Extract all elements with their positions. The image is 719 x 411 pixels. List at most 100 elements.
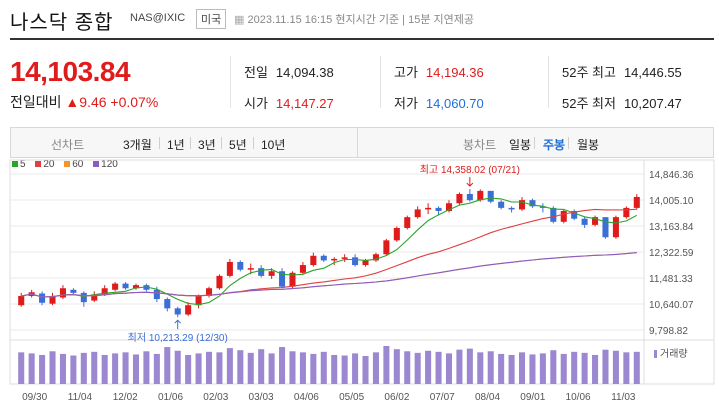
legend-ma60: 60 (64, 159, 83, 170)
calendar-icon: ▦ (234, 14, 245, 26)
candle-body (508, 207, 515, 210)
tab-separator (221, 137, 222, 149)
chart-toolbar: 선차트 3개월 1년 3년 5년 10년 봉차트 일봉 주봉 월봉 (10, 127, 714, 158)
volume-bar (498, 353, 505, 384)
candle-body (445, 203, 453, 211)
candle-body (279, 271, 286, 287)
tab-monthly[interactable]: 월봉 (577, 138, 600, 152)
candle-body (320, 255, 327, 261)
volume-bar (258, 349, 265, 384)
volume-bar (393, 349, 400, 384)
candle-body (592, 217, 599, 225)
toolbar-divider (357, 128, 358, 157)
tab-weekly[interactable]: 주봉 (543, 138, 566, 152)
low-value: 14,060.70 (425, 96, 484, 111)
volume-bar (101, 354, 108, 384)
open-value: 14,147.27 (275, 96, 334, 111)
change-value: ▲9.46 (65, 94, 107, 110)
header-divider (10, 38, 714, 40)
candle-body (560, 210, 567, 222)
prev-close-value: 14,094.38 (275, 65, 334, 80)
tab-separator (568, 137, 569, 149)
volume-bar (226, 348, 233, 384)
x-tick-label: 05/05 (339, 392, 364, 403)
volume-bar (414, 352, 421, 384)
volume-bar (362, 356, 369, 384)
legend-ma5: 5 (12, 159, 26, 170)
candle-body (435, 207, 442, 211)
volume-bar (466, 348, 473, 384)
volume-bar (425, 350, 432, 384)
candle-body (602, 217, 609, 238)
tab-separator (534, 137, 535, 149)
candle-body (185, 305, 192, 315)
candle-body (195, 295, 202, 306)
candle-body (101, 288, 108, 295)
x-tick-label: 07/07 (430, 392, 455, 403)
candle-body (404, 217, 411, 228)
x-tick-label: 11/04 (68, 392, 93, 403)
candle-body (539, 206, 546, 208)
x-tick-label: 06/02 (384, 392, 409, 403)
volume-bar (581, 352, 588, 384)
price-change: 전일대비 ▲9.46 +0.07% (10, 92, 158, 112)
candle-body (529, 200, 536, 207)
candle-body (289, 272, 296, 287)
tab-3year[interactable]: 3년 (198, 138, 216, 152)
candle-body (466, 193, 473, 201)
tab-10year[interactable]: 10년 (261, 138, 286, 152)
header: 나스닥 종합 NAS@IXIC 미국 ▦ 2023.11.15 16:15 현지… (0, 0, 719, 38)
tab-daily[interactable]: 일봉 (509, 138, 532, 152)
ma-legend: 5 20 60 120 (12, 159, 125, 170)
candle-body (310, 255, 317, 266)
x-tick-label: 01/06 (158, 392, 183, 403)
candle-body (623, 207, 630, 218)
candle-body (132, 285, 140, 289)
candle-body (216, 275, 223, 289)
candle-body (383, 240, 390, 255)
candle-body (174, 308, 181, 315)
candle-body (425, 207, 432, 210)
volume-bar (352, 353, 359, 384)
volume-bar (132, 354, 140, 384)
volume-label: 거래량 (660, 348, 688, 360)
divider (548, 56, 549, 108)
volume-bar (612, 350, 619, 384)
tab-separator (190, 137, 191, 149)
candle-body (39, 293, 46, 303)
volume-bar (518, 352, 526, 384)
candle-body (393, 227, 400, 241)
timestamp-text: 2023.11.15 16:15 현지시간 기준 | 15분 지연제공 (247, 14, 474, 26)
tab-3month[interactable]: 3개월 (123, 138, 152, 152)
candle-body (112, 283, 119, 290)
candle-chart-label: 봉차트 (463, 138, 497, 152)
candle-body (362, 260, 369, 266)
candle-body (258, 268, 265, 276)
tab-separator (253, 137, 254, 149)
candle-body (477, 190, 484, 201)
tab-1year[interactable]: 1년 (167, 138, 185, 152)
volume-bar (320, 351, 327, 384)
x-tick-label: 09/30 (22, 392, 47, 403)
line-chart-label: 선차트 (51, 138, 85, 152)
candle-body (164, 299, 171, 309)
x-tick-label: 08/04 (475, 392, 500, 403)
candle-body (299, 265, 306, 273)
current-price: 14,103.84 (10, 56, 131, 87)
week52-high-value: 14,446.55 (623, 65, 682, 80)
candle-body (518, 200, 526, 210)
volume-bar (91, 351, 98, 384)
tab-5year[interactable]: 5년 (229, 138, 247, 152)
week52-low-label: 52주 최저 (562, 96, 616, 111)
x-tick-label: 12/02 (113, 392, 138, 403)
volume-bar (539, 353, 546, 384)
volume-swatch (654, 350, 657, 358)
timestamp: ▦ 2023.11.15 16:15 현지시간 기준 | 15분 지연제공 (234, 11, 474, 27)
candle-body (414, 209, 421, 218)
candle-body (237, 261, 244, 270)
chart-frame (9, 159, 715, 385)
candle-body (331, 258, 338, 261)
candle-body (91, 294, 98, 301)
candle-body (153, 289, 160, 300)
